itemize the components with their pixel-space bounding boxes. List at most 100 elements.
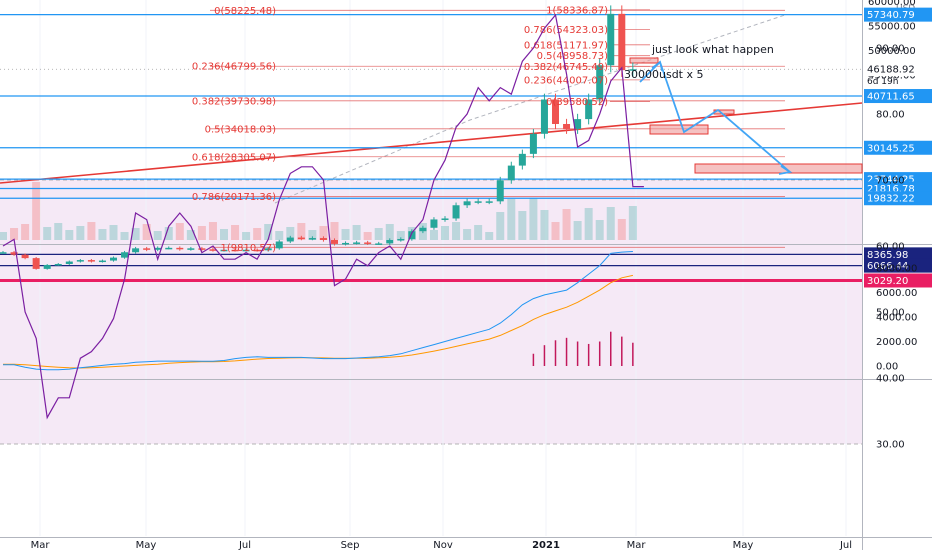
- level-tag: [864, 258, 932, 273]
- candle-body: [143, 248, 151, 250]
- x-tick-label: Jul: [238, 540, 251, 550]
- level-tag: [864, 89, 932, 104]
- volume-bar: [21, 224, 30, 240]
- supply-zone-box: [629, 57, 659, 64]
- trend-line: [0, 102, 863, 184]
- candle-body: [209, 249, 217, 251]
- price-tick-label: 50000.00: [868, 46, 916, 57]
- candle-body: [286, 237, 294, 242]
- volume-bar: [153, 231, 162, 240]
- candle-body: [607, 13, 615, 66]
- rsi-tick-label: 40.00: [876, 374, 905, 385]
- candle-body: [364, 242, 372, 244]
- volume-bar: [0, 232, 7, 240]
- macd-line: [3, 251, 633, 371]
- candle-body: [353, 242, 361, 244]
- candle-body: [540, 99, 548, 134]
- candle-body: [563, 123, 571, 129]
- volume-bar: [474, 225, 483, 240]
- volume-bar: [518, 211, 527, 240]
- volume-bar: [584, 208, 593, 240]
- volume-bar: [441, 226, 449, 240]
- volume-bar: [606, 207, 615, 240]
- volume-bar: [220, 229, 228, 240]
- candle-body: [198, 248, 206, 250]
- candle-body: [331, 240, 338, 244]
- volume-bar: [297, 223, 306, 240]
- volume-bar: [175, 223, 184, 240]
- candle-body: [507, 165, 515, 181]
- volume-bar: [54, 223, 63, 240]
- level-tag: [864, 140, 932, 155]
- volume-bar: [573, 221, 582, 240]
- candle-body: [76, 260, 84, 262]
- macd-tick-label: 0.00: [876, 362, 898, 373]
- rsi-tick-label: 80.00: [876, 110, 905, 121]
- candle-body: [176, 247, 184, 250]
- level-label: 8365.98: [867, 250, 908, 261]
- fib-right-label: 0.5(48958.73): [537, 51, 609, 62]
- volume-bar: [562, 209, 571, 240]
- volume-bar: [330, 222, 339, 240]
- candle-body: [386, 240, 394, 244]
- rsi-tick-label: 30.00: [876, 440, 905, 451]
- level-tag: [864, 191, 932, 206]
- x-tick-label: May: [733, 540, 754, 550]
- candle-body: [375, 243, 383, 245]
- x-tick-label: Mar: [627, 540, 647, 550]
- fib-left-label: 0.5(34018.03): [205, 124, 277, 135]
- candle-body: [65, 261, 73, 264]
- volume-bar: [275, 231, 284, 240]
- level-tag: [864, 7, 932, 22]
- candle-body: [43, 264, 51, 269]
- volume-bar: [208, 222, 217, 240]
- x-tick-label: Mar: [31, 540, 51, 550]
- fib-right-label: 0(39580.52): [546, 97, 608, 108]
- candle-body: [474, 201, 482, 203]
- candle-body: [110, 257, 117, 261]
- volume-bar: [529, 198, 538, 240]
- candle-body: [485, 201, 493, 203]
- volume-bar: [131, 228, 140, 240]
- level-tag: [864, 62, 932, 77]
- rsi-tick-label: 70.00: [876, 176, 905, 187]
- volume-bar: [540, 210, 549, 240]
- x-tick-label: May: [136, 540, 157, 550]
- volume-bar: [463, 229, 472, 240]
- candle-body: [342, 242, 350, 245]
- candle-body: [220, 249, 228, 252]
- candle-body: [21, 254, 29, 259]
- projection-arrowhead: [651, 60, 663, 72]
- x-tick-label: 2021: [532, 540, 560, 550]
- volume-bar: [186, 230, 195, 240]
- volume-bar: [286, 227, 295, 240]
- x-tick-label: Jul: [839, 540, 852, 550]
- fib-right-label: 0.786(54323.03): [524, 25, 608, 36]
- volume-bar: [628, 206, 637, 240]
- volume-bar: [197, 226, 206, 240]
- candle-body: [0, 252, 7, 254]
- volume-bar: [98, 229, 107, 240]
- volume-bar: [363, 232, 372, 240]
- volume-bar: [429, 230, 438, 240]
- candle-body: [165, 247, 173, 250]
- candle-body: [231, 249, 239, 252]
- fib-right-label: 0.236(44007.07): [524, 75, 608, 86]
- candle-body: [596, 65, 604, 100]
- level-label: 30145.25: [867, 143, 915, 154]
- price-tick-label: 55000.00: [868, 22, 916, 33]
- level-label: 6066.44: [867, 261, 908, 272]
- candle-body: [121, 252, 129, 258]
- fib-left-label: 0.618(28305.07): [192, 152, 276, 163]
- level-label: 23744.25: [867, 175, 915, 186]
- candle-body: [441, 218, 449, 220]
- volume-bar: [595, 220, 604, 240]
- volume-bar: [231, 225, 240, 240]
- volume-bar: [385, 224, 394, 240]
- fib-right-label: 0.382(46745.49): [524, 62, 608, 73]
- fib-left-label: 0.236(46799.56): [192, 62, 276, 73]
- fib-left-label: 0.786(20171.36): [192, 192, 276, 203]
- annotation-text: just look what happen: [651, 43, 774, 56]
- candle-body: [518, 153, 526, 166]
- trend-dashed-line: [274, 14, 786, 204]
